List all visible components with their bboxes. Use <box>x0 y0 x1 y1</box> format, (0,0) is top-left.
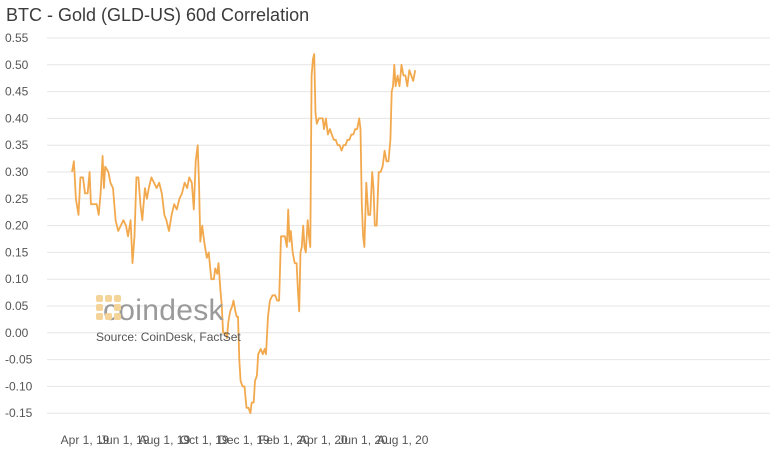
y-tick-label: 0.15 <box>5 245 29 259</box>
brand-name: coindesk <box>103 294 224 327</box>
y-tick-label: 0.00 <box>5 326 29 340</box>
x-tick-label: Oct 1, 19 <box>180 433 229 447</box>
y-tick-label: 0.30 <box>5 165 29 179</box>
coindesk-logo: coindesk <box>95 294 224 328</box>
x-tick-label: Jun 1, 20 <box>338 433 388 447</box>
x-tick-label: Aug 1, 20 <box>377 433 429 447</box>
y-tick-label: 0.35 <box>5 138 29 152</box>
series-line <box>71 53 417 415</box>
x-tick-label: Dec 1, 19 <box>218 433 270 447</box>
chart-title: BTC - Gold (GLD-US) 60d Correlation <box>6 5 310 25</box>
y-tick-label: 0.55 <box>5 31 29 45</box>
y-tick-label: 0.10 <box>5 272 29 286</box>
y-tick-label: 0.40 <box>5 111 29 125</box>
x-tick-label: Feb 1, 20 <box>259 433 310 447</box>
coindesk-dots-icon <box>96 295 121 320</box>
y-tick-label: -0.10 <box>5 379 33 393</box>
y-tick-label: -0.05 <box>5 353 33 367</box>
y-tick-label: 0.45 <box>5 85 29 99</box>
x-tick-label: Jun 1, 19 <box>100 433 150 447</box>
y-tick-label: 0.25 <box>5 192 29 206</box>
y-tick-label: -0.15 <box>5 406 33 420</box>
y-tick-label: 0.20 <box>5 219 29 233</box>
source-note: Source: CoinDesk, FactSet <box>96 330 241 344</box>
x-tick-label: Apr 1, 20 <box>299 433 348 447</box>
x-tick-label: Apr 1, 19 <box>61 433 110 447</box>
x-tick-label: Aug 1, 19 <box>139 433 191 447</box>
y-tick-label: 0.50 <box>5 58 29 72</box>
y-tick-label: 0.05 <box>5 299 29 313</box>
